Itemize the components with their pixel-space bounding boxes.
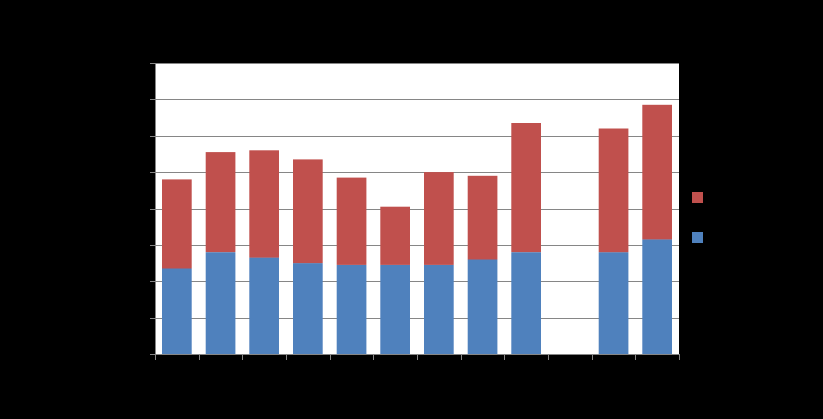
bar-series1-4 <box>293 263 323 354</box>
bar-series2-9 <box>511 123 541 253</box>
bar-series1-6 <box>380 264 410 354</box>
legend-swatch-2 <box>692 232 703 243</box>
bar-series1-5 <box>336 264 367 354</box>
bar-series2-3 <box>249 150 279 258</box>
bar-series1-8 <box>467 259 498 354</box>
bar-series1-12 <box>642 239 672 354</box>
bar-series2-1 <box>162 179 192 269</box>
bar-series2-8 <box>467 175 498 260</box>
bar-series1-2 <box>205 252 236 354</box>
bar-series2-12 <box>642 104 672 240</box>
bar-series1-11 <box>598 252 629 354</box>
bar-series1-7 <box>424 264 454 354</box>
bar-series1-1 <box>162 268 192 354</box>
bar-series2-2 <box>205 152 236 253</box>
bar-series2-11 <box>598 128 629 253</box>
bar-series2-5 <box>336 177 367 265</box>
bar-series1-9 <box>511 252 541 354</box>
bar-series2-6 <box>380 206 410 265</box>
legend-swatch-1 <box>692 192 703 203</box>
bar-series2-4 <box>293 159 323 264</box>
bar-series1-3 <box>249 257 279 354</box>
plot-area <box>155 63 679 354</box>
bar-series2-7 <box>424 172 454 265</box>
